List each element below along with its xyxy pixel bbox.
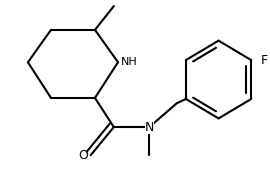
Text: F: F <box>261 54 268 67</box>
Text: NH: NH <box>121 57 138 67</box>
Text: N: N <box>145 121 154 134</box>
Text: O: O <box>78 149 88 162</box>
